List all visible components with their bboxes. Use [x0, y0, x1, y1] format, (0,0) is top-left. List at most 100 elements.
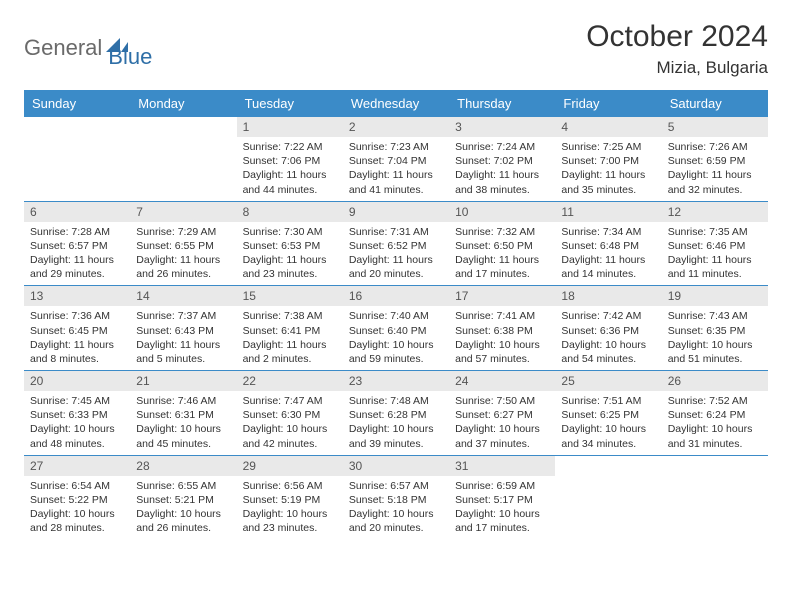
day-body: Sunrise: 7:25 AMSunset: 7:00 PMDaylight:…	[555, 137, 661, 201]
day-number: 13	[24, 286, 130, 306]
day-number: 2	[343, 117, 449, 137]
calendar-cell: 9Sunrise: 7:31 AMSunset: 6:52 PMDaylight…	[343, 201, 449, 286]
day-number: 18	[555, 286, 661, 306]
calendar-cell: 2Sunrise: 7:23 AMSunset: 7:04 PMDaylight…	[343, 117, 449, 201]
calendar-cell	[24, 117, 130, 201]
day-number: 5	[662, 117, 768, 137]
day-body: Sunrise: 7:36 AMSunset: 6:45 PMDaylight:…	[24, 306, 130, 370]
calendar-table: SundayMondayTuesdayWednesdayThursdayFrid…	[24, 90, 768, 539]
day-number: 28	[130, 456, 236, 476]
logo-text-blue: Blue	[108, 26, 152, 70]
day-body: Sunrise: 7:29 AMSunset: 6:55 PMDaylight:…	[130, 222, 236, 286]
day-number: 26	[662, 371, 768, 391]
calendar-cell	[130, 117, 236, 201]
calendar-cell: 18Sunrise: 7:42 AMSunset: 6:36 PMDayligh…	[555, 286, 661, 371]
calendar-cell	[662, 455, 768, 539]
day-body: Sunrise: 6:55 AMSunset: 5:21 PMDaylight:…	[130, 476, 236, 540]
day-number: 27	[24, 456, 130, 476]
header: General Blue October 2024 Mizia, Bulgari…	[24, 20, 768, 78]
day-body: Sunrise: 7:28 AMSunset: 6:57 PMDaylight:…	[24, 222, 130, 286]
calendar-cell: 29Sunrise: 6:56 AMSunset: 5:19 PMDayligh…	[237, 455, 343, 539]
day-body: Sunrise: 6:56 AMSunset: 5:19 PMDaylight:…	[237, 476, 343, 540]
day-number: 11	[555, 202, 661, 222]
calendar-cell: 6Sunrise: 7:28 AMSunset: 6:57 PMDaylight…	[24, 201, 130, 286]
day-number: 16	[343, 286, 449, 306]
day-number: 7	[130, 202, 236, 222]
day-body: Sunrise: 7:45 AMSunset: 6:33 PMDaylight:…	[24, 391, 130, 455]
calendar-cell: 16Sunrise: 7:40 AMSunset: 6:40 PMDayligh…	[343, 286, 449, 371]
day-body: Sunrise: 7:40 AMSunset: 6:40 PMDaylight:…	[343, 306, 449, 370]
day-body: Sunrise: 7:22 AMSunset: 7:06 PMDaylight:…	[237, 137, 343, 201]
calendar-cell	[555, 455, 661, 539]
calendar-cell: 4Sunrise: 7:25 AMSunset: 7:00 PMDaylight…	[555, 117, 661, 201]
day-number: 12	[662, 202, 768, 222]
day-body: Sunrise: 7:34 AMSunset: 6:48 PMDaylight:…	[555, 222, 661, 286]
weekday-header: Friday	[555, 90, 661, 117]
day-body: Sunrise: 6:59 AMSunset: 5:17 PMDaylight:…	[449, 476, 555, 540]
calendar-cell: 25Sunrise: 7:51 AMSunset: 6:25 PMDayligh…	[555, 371, 661, 456]
day-number: 19	[662, 286, 768, 306]
day-body: Sunrise: 7:35 AMSunset: 6:46 PMDaylight:…	[662, 222, 768, 286]
day-body: Sunrise: 7:37 AMSunset: 6:43 PMDaylight:…	[130, 306, 236, 370]
calendar-cell: 24Sunrise: 7:50 AMSunset: 6:27 PMDayligh…	[449, 371, 555, 456]
calendar-cell: 23Sunrise: 7:48 AMSunset: 6:28 PMDayligh…	[343, 371, 449, 456]
calendar-cell: 15Sunrise: 7:38 AMSunset: 6:41 PMDayligh…	[237, 286, 343, 371]
calendar-cell: 14Sunrise: 7:37 AMSunset: 6:43 PMDayligh…	[130, 286, 236, 371]
logo-text-general: General	[24, 35, 102, 61]
day-number: 14	[130, 286, 236, 306]
day-number: 21	[130, 371, 236, 391]
calendar-cell: 3Sunrise: 7:24 AMSunset: 7:02 PMDaylight…	[449, 117, 555, 201]
calendar-cell: 27Sunrise: 6:54 AMSunset: 5:22 PMDayligh…	[24, 455, 130, 539]
calendar-cell: 20Sunrise: 7:45 AMSunset: 6:33 PMDayligh…	[24, 371, 130, 456]
calendar-cell: 10Sunrise: 7:32 AMSunset: 6:50 PMDayligh…	[449, 201, 555, 286]
calendar-cell: 21Sunrise: 7:46 AMSunset: 6:31 PMDayligh…	[130, 371, 236, 456]
day-body: Sunrise: 7:23 AMSunset: 7:04 PMDaylight:…	[343, 137, 449, 201]
calendar-cell: 5Sunrise: 7:26 AMSunset: 6:59 PMDaylight…	[662, 117, 768, 201]
calendar-cell: 1Sunrise: 7:22 AMSunset: 7:06 PMDaylight…	[237, 117, 343, 201]
day-number: 20	[24, 371, 130, 391]
day-body: Sunrise: 7:43 AMSunset: 6:35 PMDaylight:…	[662, 306, 768, 370]
weekday-header: Monday	[130, 90, 236, 117]
day-body: Sunrise: 7:52 AMSunset: 6:24 PMDaylight:…	[662, 391, 768, 455]
day-body: Sunrise: 7:42 AMSunset: 6:36 PMDaylight:…	[555, 306, 661, 370]
day-body: Sunrise: 7:30 AMSunset: 6:53 PMDaylight:…	[237, 222, 343, 286]
weekday-header: Wednesday	[343, 90, 449, 117]
day-number: 9	[343, 202, 449, 222]
weekday-header: Saturday	[662, 90, 768, 117]
weekday-header: Tuesday	[237, 90, 343, 117]
day-number: 1	[237, 117, 343, 137]
weekday-header: Sunday	[24, 90, 130, 117]
day-number: 4	[555, 117, 661, 137]
day-number: 17	[449, 286, 555, 306]
day-number: 22	[237, 371, 343, 391]
logo: General Blue	[24, 26, 152, 70]
day-body: Sunrise: 6:54 AMSunset: 5:22 PMDaylight:…	[24, 476, 130, 540]
day-body: Sunrise: 7:24 AMSunset: 7:02 PMDaylight:…	[449, 137, 555, 201]
title-block: October 2024 Mizia, Bulgaria	[586, 20, 768, 78]
calendar-cell: 22Sunrise: 7:47 AMSunset: 6:30 PMDayligh…	[237, 371, 343, 456]
calendar-cell: 30Sunrise: 6:57 AMSunset: 5:18 PMDayligh…	[343, 455, 449, 539]
calendar-cell: 28Sunrise: 6:55 AMSunset: 5:21 PMDayligh…	[130, 455, 236, 539]
day-number: 24	[449, 371, 555, 391]
calendar-cell: 31Sunrise: 6:59 AMSunset: 5:17 PMDayligh…	[449, 455, 555, 539]
day-number: 31	[449, 456, 555, 476]
day-body: Sunrise: 7:47 AMSunset: 6:30 PMDaylight:…	[237, 391, 343, 455]
day-body: Sunrise: 7:50 AMSunset: 6:27 PMDaylight:…	[449, 391, 555, 455]
calendar-cell: 26Sunrise: 7:52 AMSunset: 6:24 PMDayligh…	[662, 371, 768, 456]
calendar-cell: 17Sunrise: 7:41 AMSunset: 6:38 PMDayligh…	[449, 286, 555, 371]
day-number: 30	[343, 456, 449, 476]
day-number: 15	[237, 286, 343, 306]
day-body: Sunrise: 7:31 AMSunset: 6:52 PMDaylight:…	[343, 222, 449, 286]
day-body: Sunrise: 6:57 AMSunset: 5:18 PMDaylight:…	[343, 476, 449, 540]
month-title: October 2024	[586, 20, 768, 54]
day-body: Sunrise: 7:26 AMSunset: 6:59 PMDaylight:…	[662, 137, 768, 201]
day-body: Sunrise: 7:46 AMSunset: 6:31 PMDaylight:…	[130, 391, 236, 455]
calendar-cell: 13Sunrise: 7:36 AMSunset: 6:45 PMDayligh…	[24, 286, 130, 371]
calendar-cell: 7Sunrise: 7:29 AMSunset: 6:55 PMDaylight…	[130, 201, 236, 286]
calendar-cell: 12Sunrise: 7:35 AMSunset: 6:46 PMDayligh…	[662, 201, 768, 286]
day-body: Sunrise: 7:51 AMSunset: 6:25 PMDaylight:…	[555, 391, 661, 455]
calendar-cell: 19Sunrise: 7:43 AMSunset: 6:35 PMDayligh…	[662, 286, 768, 371]
day-number: 23	[343, 371, 449, 391]
calendar-cell: 11Sunrise: 7:34 AMSunset: 6:48 PMDayligh…	[555, 201, 661, 286]
calendar-cell: 8Sunrise: 7:30 AMSunset: 6:53 PMDaylight…	[237, 201, 343, 286]
